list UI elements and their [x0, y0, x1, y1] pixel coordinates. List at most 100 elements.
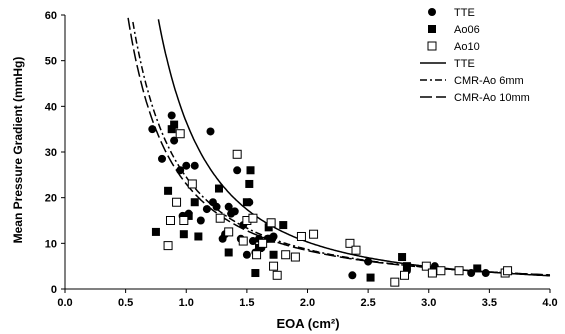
point-ao06	[242, 198, 251, 207]
legend-ao10-points-label: Ao10	[454, 41, 480, 53]
point-ao10	[172, 197, 182, 207]
point-tte	[224, 202, 233, 211]
point-tte	[212, 202, 221, 211]
point-ao10	[163, 241, 173, 251]
point-ao06	[190, 198, 199, 207]
point-tte	[190, 161, 199, 170]
point-ao06	[245, 179, 254, 188]
point-ao06	[279, 221, 288, 230]
point-ao06	[179, 230, 188, 239]
point-ao10	[427, 268, 437, 278]
point-ao10	[345, 238, 355, 248]
point-ao06	[473, 264, 482, 273]
data-points	[148, 111, 513, 287]
x-tick-label: 0.5	[118, 297, 133, 309]
point-ao10	[503, 266, 513, 276]
point-tte	[364, 257, 373, 266]
legend-ao10-points-marker	[427, 41, 437, 51]
y-tick-label: 20	[45, 193, 57, 205]
point-ao06	[267, 234, 276, 243]
point-tte	[233, 166, 242, 175]
point-tte	[148, 125, 157, 134]
point-tte	[182, 161, 191, 170]
point-ao10	[309, 229, 319, 239]
point-ao10	[290, 252, 300, 262]
point-ao06	[398, 253, 407, 262]
point-tte	[196, 216, 205, 225]
point-ao10	[224, 227, 234, 237]
fit-curves	[127, 17, 551, 277]
y-tick-label: 40	[45, 101, 57, 113]
point-ao10	[454, 266, 464, 276]
x-tick-label: 1.0	[179, 297, 194, 309]
point-ao06	[170, 120, 179, 129]
x-tick-label: 3.5	[482, 297, 497, 309]
curve-cmr-ao-10mm	[127, 17, 550, 276]
point-ao06	[184, 211, 193, 220]
point-tte	[158, 154, 166, 163]
point-ao06	[194, 232, 203, 241]
legend-ao06-points-label: Ao06	[454, 24, 480, 36]
point-ao10	[269, 261, 279, 271]
y-tick-label: 0	[51, 284, 57, 296]
point-ao10	[266, 218, 276, 228]
point-ao10	[175, 129, 185, 139]
x-tick-label: 4.0	[542, 297, 557, 309]
legend: TTE Ao06 Ao10 TTE CMR-Ao 6mm CMR-Ao 10mm	[420, 7, 530, 104]
point-ao10	[421, 261, 431, 271]
y-tick-label: 10	[45, 238, 57, 250]
y-axis-title: Mean Pressure Gradient (mmHg)	[11, 57, 25, 244]
point-ao10	[179, 216, 189, 225]
point-ao10	[258, 238, 268, 248]
point-ao06	[167, 125, 176, 134]
point-ao10	[232, 149, 242, 159]
point-ao10	[296, 231, 306, 241]
point-ao06	[214, 184, 223, 193]
point-ao06	[366, 273, 375, 282]
curve-tte	[157, 19, 551, 277]
point-tte	[230, 207, 239, 216]
legend-cmr-ao-6mm-curve-label: CMR-Ao 6mm	[454, 75, 524, 87]
point-ao10	[436, 266, 446, 276]
point-ao06	[269, 250, 278, 259]
x-tick-label: 0.0	[57, 297, 72, 309]
point-tte	[467, 269, 476, 278]
point-tte	[242, 250, 251, 259]
point-ao10	[252, 250, 262, 260]
point-ao06	[264, 223, 273, 232]
point-ao10	[390, 277, 400, 287]
y-tick-label: 50	[45, 56, 57, 68]
point-ao10	[400, 270, 409, 280]
point-ao06	[255, 243, 263, 252]
point-ao10	[351, 245, 361, 255]
point-tte	[248, 237, 257, 246]
y-tick-label: 60	[45, 10, 57, 22]
point-ao10	[281, 250, 291, 260]
point-ao10	[187, 179, 197, 189]
x-tick-label: 1.5	[239, 297, 254, 309]
y-tick-label: 30	[45, 147, 57, 159]
point-tte	[206, 127, 215, 136]
point-tte	[202, 205, 211, 214]
legend-ao06-points-marker	[428, 25, 436, 33]
point-ao06	[164, 186, 173, 195]
point-ao10	[248, 213, 258, 223]
point-tte	[348, 271, 357, 280]
point-ao06	[251, 269, 260, 278]
x-tick-label: 2.5	[360, 297, 375, 309]
legend-tte-points-label: TTE	[454, 7, 475, 19]
point-ao10	[272, 270, 282, 280]
point-ao06	[246, 166, 255, 175]
x-tick-label: 3.0	[421, 297, 436, 309]
point-ao06	[224, 248, 233, 257]
legend-cmr-ao-10mm-curve-label: CMR-Ao 10mm	[454, 92, 530, 104]
point-tte	[167, 111, 176, 120]
point-ao06	[402, 262, 411, 271]
point-ao10	[165, 216, 175, 225]
point-ao06	[151, 227, 160, 236]
axes: 0.0 0.5 1.0 1.5 2.0 2.5 3.0 3.5 4.0 0 10 20 30 40 50 60	[45, 10, 558, 309]
legend-tte-curve-label: TTE	[454, 58, 475, 70]
point-tte	[170, 136, 179, 145]
x-tick-label: 2.0	[300, 297, 315, 309]
